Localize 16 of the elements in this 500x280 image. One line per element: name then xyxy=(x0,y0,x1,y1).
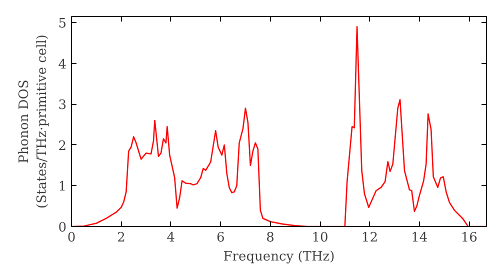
x-tick-label: 10 xyxy=(312,230,328,246)
y-tick-label: 5 xyxy=(58,16,67,32)
x-tick-label: 16 xyxy=(460,230,478,246)
x-tick-label: 6 xyxy=(216,230,225,246)
y-tick-label: 1 xyxy=(58,180,67,195)
y-tick-label: 4 xyxy=(58,57,67,72)
x-tick-label: 4 xyxy=(166,230,176,246)
x-tick-label: 2 xyxy=(117,230,126,246)
y-tick-label: 0 xyxy=(58,220,67,236)
y-tick-label: 2 xyxy=(58,138,67,154)
x-axis-title: Frequency (THz) xyxy=(223,250,335,264)
x-tick-label: 14 xyxy=(411,230,428,246)
y-tick-label: 3 xyxy=(58,98,67,114)
x-tick-label: 12 xyxy=(361,230,378,246)
x-tick-label: 8 xyxy=(266,230,274,246)
y-axis-title: Phonon DOS (States/THz·primitive cell) xyxy=(17,34,50,208)
